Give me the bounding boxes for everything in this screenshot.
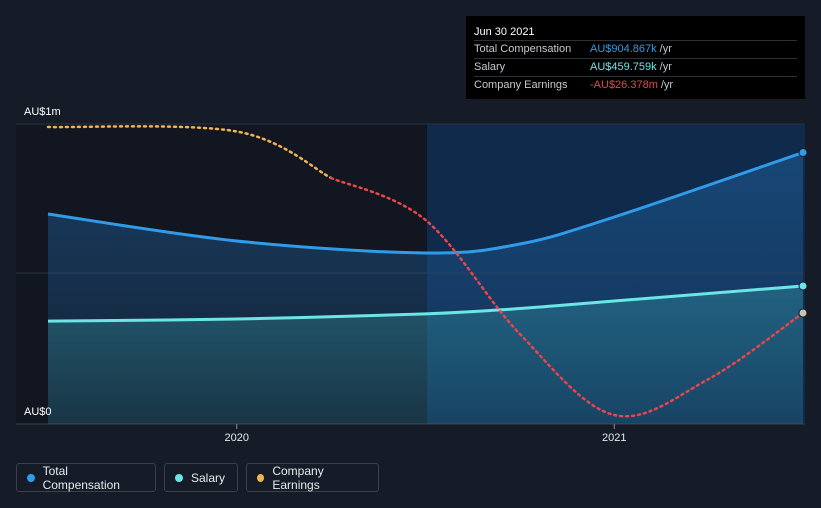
- legend-label: Company Earnings: [272, 463, 324, 492]
- data-tooltip: Jun 30 2021 Total Compensation AU$904.86…: [466, 16, 805, 99]
- company-earnings-line: [46, 125, 805, 418]
- end-markers: [798, 148, 808, 318]
- tooltip-unit: /yr: [660, 79, 674, 91]
- total-compensation-line: [47, 151, 804, 255]
- tooltip-row-total: Total Compensation AU$904.867k /yr: [474, 40, 797, 58]
- y-axis-top-label: AU$1m: [24, 106, 61, 118]
- legend-label: Salary: [190, 470, 225, 485]
- chart-legend: Total Compensation Salary Company Earnin…: [16, 463, 379, 492]
- tooltip-label: Salary: [474, 61, 506, 73]
- earnings-line-positive: [46, 125, 333, 180]
- legend-label: Total Compensation: [42, 463, 120, 492]
- x-tick-label: 2020: [225, 432, 249, 444]
- tooltip-unit: /yr: [659, 61, 672, 73]
- tooltip-date: Jun 30 2021: [474, 26, 535, 38]
- legend-dot: [257, 473, 265, 482]
- tooltip-label: Total Compensation: [474, 43, 572, 55]
- salary-line: [47, 284, 804, 323]
- tooltip-unit: /yr: [659, 43, 672, 55]
- earnings-end-point: [798, 308, 808, 318]
- legend-company-earnings[interactable]: Company Earnings: [246, 463, 379, 492]
- total-compensation-end-point: [798, 148, 808, 157]
- tooltip-value: AU$459.759k: [590, 61, 657, 73]
- salary-end-point: [798, 281, 808, 291]
- tooltip-value: -AU$26.378m: [590, 79, 658, 91]
- y-axis-bottom-label: AU$0: [24, 406, 52, 418]
- legend-salary[interactable]: Salary: [164, 463, 238, 492]
- legend-total-compensation[interactable]: Total Compensation: [16, 463, 156, 492]
- tooltip-row-earnings: Company Earnings -AU$26.378m /yr: [474, 76, 797, 94]
- tooltip-label: Company Earnings: [474, 79, 568, 91]
- x-tick-label: 2021: [602, 432, 626, 444]
- x-axis-ticks: 2020 2021: [225, 424, 626, 444]
- tooltip-row-salary: Salary AU$459.759k /yr: [474, 58, 797, 76]
- tooltip-value: AU$904.867k: [590, 43, 657, 55]
- legend-dot: [175, 473, 183, 482]
- earnings-line-negative: [329, 176, 805, 418]
- legend-dot: [27, 473, 35, 482]
